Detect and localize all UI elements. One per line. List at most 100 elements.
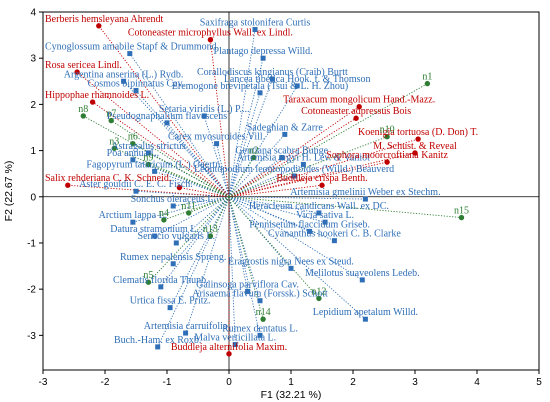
point-label: Cotoneaster adpressus Bois [301,106,411,117]
point-label: M. Schust. & Reveal [373,141,457,152]
point-label: Artemisia gmelinii Weber ex Stechm. [290,187,440,198]
data-point [214,141,220,147]
data-point [359,277,365,283]
point-label: Clematis florida Thunb. [113,275,209,286]
data-point [269,76,275,82]
point-label: Astragalus strictus [111,141,185,152]
data-point [260,55,266,61]
point-label: n12 [311,286,326,297]
y-tick-label: 2 [30,100,36,111]
y-tick-label: -3 [27,331,36,342]
data-point [176,184,183,191]
loading-vector [209,39,230,197]
data-point [145,150,151,156]
data-point [319,182,325,188]
data-point [415,136,421,142]
data-point [133,88,139,94]
data-point [226,351,232,357]
point-label: Rumex nepalensis Spreng. [120,252,226,263]
point-label: Aster gouldii C. E. C. Fisch. [79,179,193,190]
data-point [384,159,390,165]
point-label: n1 [422,72,432,83]
loading-vector [228,196,236,345]
data-point [108,117,114,124]
point-label: Senecio vulgaris L. [138,231,215,242]
point-label: Salix rehderiana C. K. Schneid. [45,173,171,184]
point-label: Melilotus suaveolens Ledeb. [305,268,420,279]
data-point [186,210,192,216]
point-label: Arctium lappa L. [99,210,168,221]
loading-vector [228,196,261,336]
data-point [130,140,136,147]
point-label: Taraxacum mongolicum Hand.-Mazz. [283,95,435,106]
point-label: n3 [109,136,119,147]
data-point [356,103,362,110]
loading-vector [228,29,256,197]
point-label: Saxifraga stolonifera Curtis [200,18,311,29]
loading-vector [169,196,230,308]
point-label: Datura stramonium L. [110,224,199,235]
point-label: Cyananthus hookeri C. B. Clarke [268,229,401,240]
data-point [282,131,288,137]
data-point [65,182,71,188]
data-point [353,115,359,121]
point-label: Eragrostis nigra Nees ex Steud. [228,256,354,267]
loading-vector [172,196,230,265]
point-label: Lancea tibetica Hook. f. & Thomson [224,74,371,85]
data-point [257,298,263,304]
data-point [152,233,158,239]
data-point [362,316,368,322]
point-label: n8 [78,104,88,115]
point-label: n4 [159,208,169,219]
data-point [152,168,158,174]
data-point [362,196,368,202]
data-point [288,265,294,271]
y-tick-label: 4 [30,8,36,19]
data-point [384,134,390,140]
data-point [80,113,87,119]
data-point [130,157,136,163]
point-label: Cotoneaster microphyllus Wall. ex Lindl. [128,28,293,39]
data-point [458,214,465,221]
x-tick-label: 5 [536,377,542,388]
loading-vector [160,196,230,288]
loading-vector [98,25,230,198]
point-label: Plantago depressa Willd. [214,46,313,57]
point-labels: Saxifraga stolonifera Curtis Cynoglossum … [45,14,478,353]
data-point [145,161,152,168]
data-point [161,217,167,223]
loading-vector [228,196,319,214]
data-point [252,27,258,33]
point-label: Gentiana scabra Bunge [235,146,328,157]
point-label: Galinsoga parviflora Cav. [196,279,299,290]
point-label: Pseudognaphalium flavescens [107,111,227,122]
point-label: Carex myosuroides Vill. [168,132,265,143]
loading-vector [228,196,249,292]
point-label: Lepidium apetalum Willd. [313,307,418,318]
loading-vector [228,164,304,198]
point-label: Arisaema flavum (Forssk.) Schott [192,289,328,300]
data-point [158,284,164,290]
data-point [207,233,214,239]
loading-vector [185,196,230,334]
point-label: Rumex dentatus L. [222,323,298,334]
point-label: Vicia sativa L. [296,210,354,221]
loading-vector [135,90,230,198]
data-point [164,120,170,126]
point-label: Eremogone brevipetala (Tsui & L. H. Zhou… [172,81,348,92]
data-point [145,279,152,285]
x-tick-label: 4 [474,377,480,388]
y-axis-ticks: -3 -2 -1 0 1 2 3 4 [27,8,43,342]
loading-vector [228,136,388,198]
data-point [300,161,306,167]
point-label: Hippophae rhamnoides L. [45,90,149,101]
data-point [316,295,322,302]
loading-vector [148,164,230,198]
data-point [207,37,214,43]
data-point [291,173,297,179]
data-point [170,261,176,267]
x-axis-label: F1 (32.21 %) [261,389,322,401]
point-label: n9 [143,152,153,163]
x-axis-ticks: -3 -2 -1 0 1 2 3 4 5 [39,370,542,388]
loading-vector [67,184,230,198]
